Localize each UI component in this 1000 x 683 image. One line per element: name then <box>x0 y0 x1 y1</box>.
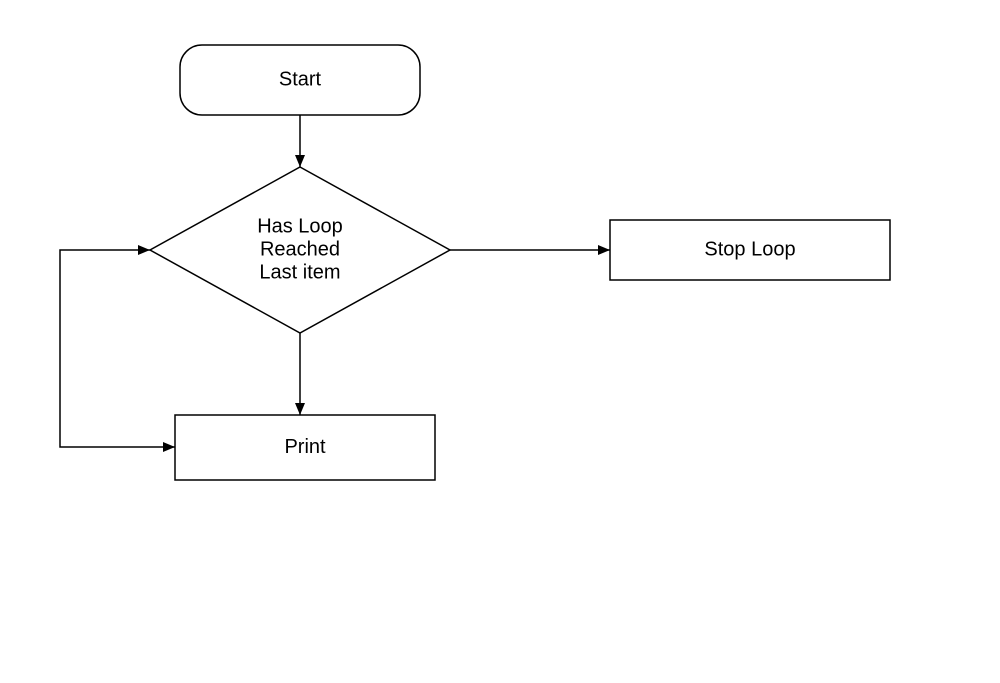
flowchart-canvas: Start Has LoopReachedLast item Print Stop L… <box>0 0 1000 683</box>
arrow-head <box>295 155 305 167</box>
node-decision-label: Reached <box>260 238 340 260</box>
node-decision-label: Has Loop <box>257 215 343 237</box>
node-stop-label: Stop Loop <box>704 238 795 260</box>
node-print-label: Print <box>284 436 326 458</box>
arrow-head <box>295 403 305 415</box>
arrow-head <box>598 245 610 255</box>
node-decision-label: Last item <box>259 261 340 283</box>
node-start-label: Start <box>279 68 322 90</box>
arrow-head <box>163 442 175 452</box>
arrow-head <box>138 245 150 255</box>
edge-print-loop-back <box>60 250 175 447</box>
